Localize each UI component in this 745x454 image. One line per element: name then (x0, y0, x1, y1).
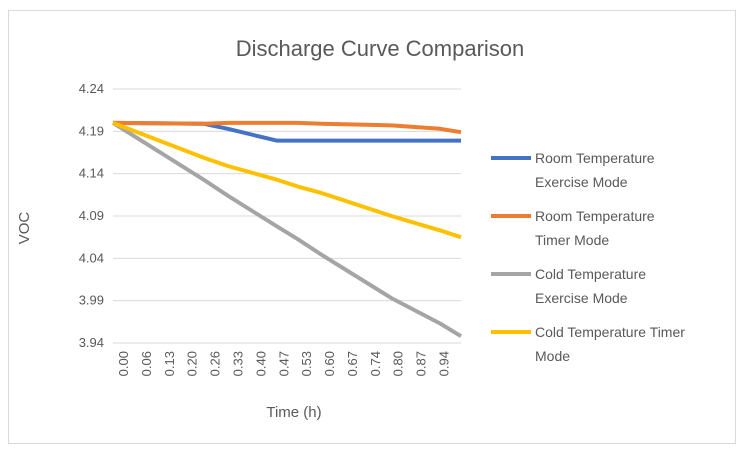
chart-frame: Discharge Curve Comparison 4.24 4.19 4.14 4… (8, 10, 736, 444)
x-tick-label: 0.87 (414, 351, 429, 376)
legend-label-2: Timer Mode (535, 232, 609, 248)
y-tick-label: 3.94 (79, 335, 104, 350)
x-tick-label: 0.26 (208, 351, 223, 376)
y-tick-label: 3.99 (79, 293, 104, 308)
y-tick-label: 4.14 (79, 166, 104, 181)
x-tick-label: 0.60 (322, 351, 337, 376)
x-tick-label: 0.13 (162, 351, 177, 376)
legend-label-4: Mode (535, 348, 570, 364)
legend-label-3: Cold Temperature (535, 266, 646, 282)
legend-label-2: Room Temperature (535, 208, 655, 224)
x-tick-label: 0.33 (230, 351, 245, 376)
series-line-2 (112, 120, 462, 135)
chart-title: Discharge Curve Comparison (236, 36, 525, 61)
y-tick-label: 4.09 (79, 208, 104, 223)
x-tick-label: 0.40 (253, 351, 268, 376)
x-tick-label: 0.47 (276, 351, 291, 376)
x-tick-label: 0.00 (116, 351, 131, 376)
chart: Discharge Curve Comparison 4.24 4.19 4.14 4… (16, 36, 685, 421)
y-axis-title: VOC (16, 212, 33, 245)
x-tick-label: 0.53 (299, 351, 314, 376)
legend-label-3: Exercise Mode (535, 290, 628, 306)
x-tick-label: 0.80 (391, 351, 406, 376)
y-tick-label: 4.24 (79, 81, 104, 96)
x-tick-label: 0.06 (139, 351, 154, 376)
y-tick-label: 4.19 (79, 123, 104, 138)
series-line-4 (112, 121, 462, 240)
legend-label-1: Room Temperature (535, 150, 655, 166)
legend-label-4: Cold Temperature Timer (535, 324, 685, 340)
x-tick-label: 0.67 (345, 351, 360, 376)
x-tick-label: 0.74 (368, 351, 383, 376)
x-tick-label: 0.94 (437, 351, 452, 376)
y-tick-label: 4.04 (79, 250, 104, 265)
x-axis-title: Time (h) (266, 404, 321, 421)
legend-label-1: Exercise Mode (535, 174, 628, 190)
x-tick-label: 0.20 (185, 351, 200, 376)
series-line-3 (111, 121, 463, 338)
